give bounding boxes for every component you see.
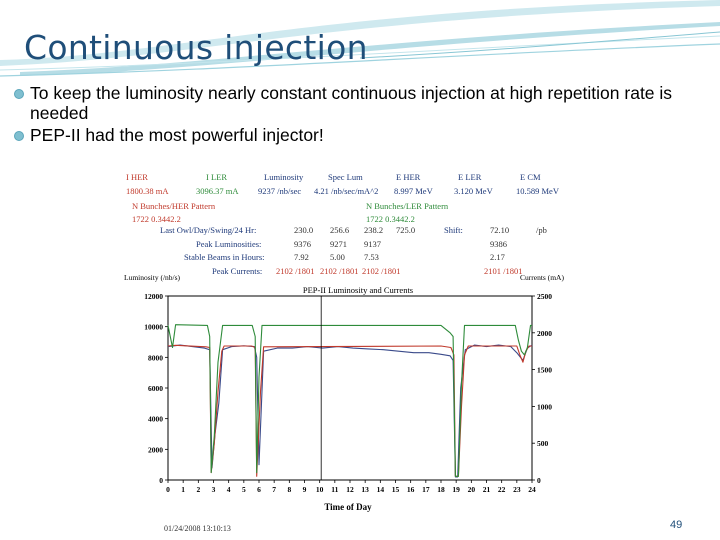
header-label: E HER [396,172,421,182]
her-pattern-value: 1722 0.3442.2 [132,214,181,224]
bullet-icon [14,131,24,141]
y-tick-label-right: 2000 [537,329,552,338]
y-tick-label-left: 8000 [148,353,163,362]
header-value: 9237 /nb/sec [258,186,301,196]
row-value: 238.2 [364,225,383,235]
her-pattern-label: N Bunches/HER Pattern [132,201,216,211]
header-label: I LER [206,172,227,182]
y-tick-label-right: 1500 [537,366,552,375]
plot-area [167,295,533,481]
y-axis-label-left: Luminosity (/nb/s) [124,273,181,282]
pep2-status-display: I HER I LER Luminosity Spec Lum E HER E … [124,172,564,533]
series-line-3 [167,324,532,477]
y-tick-label-left: 6000 [148,384,163,393]
x-tick-label: 18 [437,485,445,494]
y-tick-label-left: 12000 [144,292,163,301]
x-tick-label: 10 [316,485,324,494]
header-label: Luminosity [264,172,304,182]
y-tick-label-left: 2000 [148,445,163,454]
x-tick-label: 13 [361,485,369,494]
row-unit: /pb [536,225,547,235]
row-value: 725.0 [396,225,415,235]
header-label: I HER [126,172,148,182]
header-value: 3096.37 mA [196,186,239,196]
header-wave-decoration [0,0,720,77]
row-value: 7.53 [364,252,379,262]
bullet-list: To keep the luminosity nearly constant c… [14,83,714,147]
row-label: Stable Beams in Hours: [184,252,265,262]
x-tick-label: 5 [242,485,246,494]
y-tick-label-right: 500 [537,439,549,448]
row-value: 9137 [364,239,381,249]
row-value: 2102 /1801 [362,266,401,276]
row-value: 230.0 [294,225,313,235]
bullet-text: PEP-II had the most powerful injector! [30,125,324,145]
row-value: 2102 /1801 [276,266,315,276]
header-table: I HER I LER Luminosity Spec Lum E HER E … [126,172,560,276]
x-tick-label: 9 [303,485,307,494]
x-tick-label: 1 [181,485,185,494]
ler-pattern-label: N Bunches/LER Pattern [366,201,449,211]
row-label: Peak Luminosities: [196,239,261,249]
timestamp: 01/24/2008 13:10:13 [164,524,231,533]
row-extra-label: Shift: [444,225,463,235]
x-tick-label: 6 [257,485,261,494]
header-label: E CM [520,172,541,182]
header-value: 10.589 MeV [516,186,560,196]
x-tick-label: 8 [287,485,291,494]
x-tick-label: 11 [331,485,338,494]
row-value: 256.6 [330,225,349,235]
x-tick-label: 3 [212,485,216,494]
y-tick-label-left: 4000 [148,415,163,424]
y-tick-label-right: 0 [537,476,541,485]
luminosity-chart: PEP-II Luminosity and Currents Luminosit… [124,273,564,533]
row-label: Last Owl/Day/Swing/24 Hr: [160,225,256,235]
x-tick-label: 7 [272,485,276,494]
row-label: Peak Currents: [212,266,262,276]
y-tick-label-right: 1000 [537,402,552,411]
chart-title: PEP-II Luminosity and Currents [303,285,413,295]
x-tick-label: 14 [377,485,385,494]
y-tick-label-right: 2500 [537,292,552,301]
x-tick-label: 23 [513,485,521,494]
x-tick-label: 20 [468,485,476,494]
page-number: 49 [670,519,683,531]
bullet-icon [14,89,24,99]
header-label: E LER [458,172,482,182]
x-tick-label: 21 [483,485,491,494]
row-extra-value: 2101 /1801 [484,266,523,276]
slide-title: Continuous injection [24,28,368,67]
row-value: 7.92 [294,252,309,262]
x-tick-label: 0 [166,485,170,494]
ler-pattern-value: 1722 0.3442.2 [366,214,415,224]
x-tick-label: 2 [196,485,200,494]
header-value: 3.120 MeV [454,186,494,196]
x-tick-label: 4 [227,485,231,494]
header-value: 1800.38 mA [126,186,169,196]
bullet-text: To keep the luminosity nearly constant c… [30,83,673,123]
row-extra-value: 72.10 [490,225,509,235]
bullet-item: To keep the luminosity nearly constant c… [14,83,714,123]
x-tick-label: 17 [422,485,430,494]
y-tick-label-left: 10000 [144,323,163,332]
y-axis-label-right: Currents (mA) [520,273,564,282]
header-value: 4.21 /nb/sec/mA^2 [314,186,378,196]
x-axis-label: Time of Day [324,502,372,512]
row-extra-value: 2.17 [490,252,505,262]
row-extra-value: 9386 [490,239,507,249]
x-tick-label: 19 [452,485,460,494]
row-value: 9271 [330,239,347,249]
x-tick-label: 15 [392,485,400,494]
row-value: 2102 /1801 [320,266,359,276]
header-value: 8.997 MeV [394,186,434,196]
row-value: 5.00 [330,252,345,262]
row-value: 9376 [294,239,311,249]
header-label: Spec Lum [328,172,363,182]
bullet-item: PEP-II had the most powerful injector! [14,125,714,145]
x-tick-label: 22 [498,485,506,494]
x-tick-label: 16 [407,485,415,494]
x-tick-label: 24 [528,485,536,494]
x-tick-label: 12 [346,485,354,494]
y-tick-label-left: 0 [159,476,163,485]
